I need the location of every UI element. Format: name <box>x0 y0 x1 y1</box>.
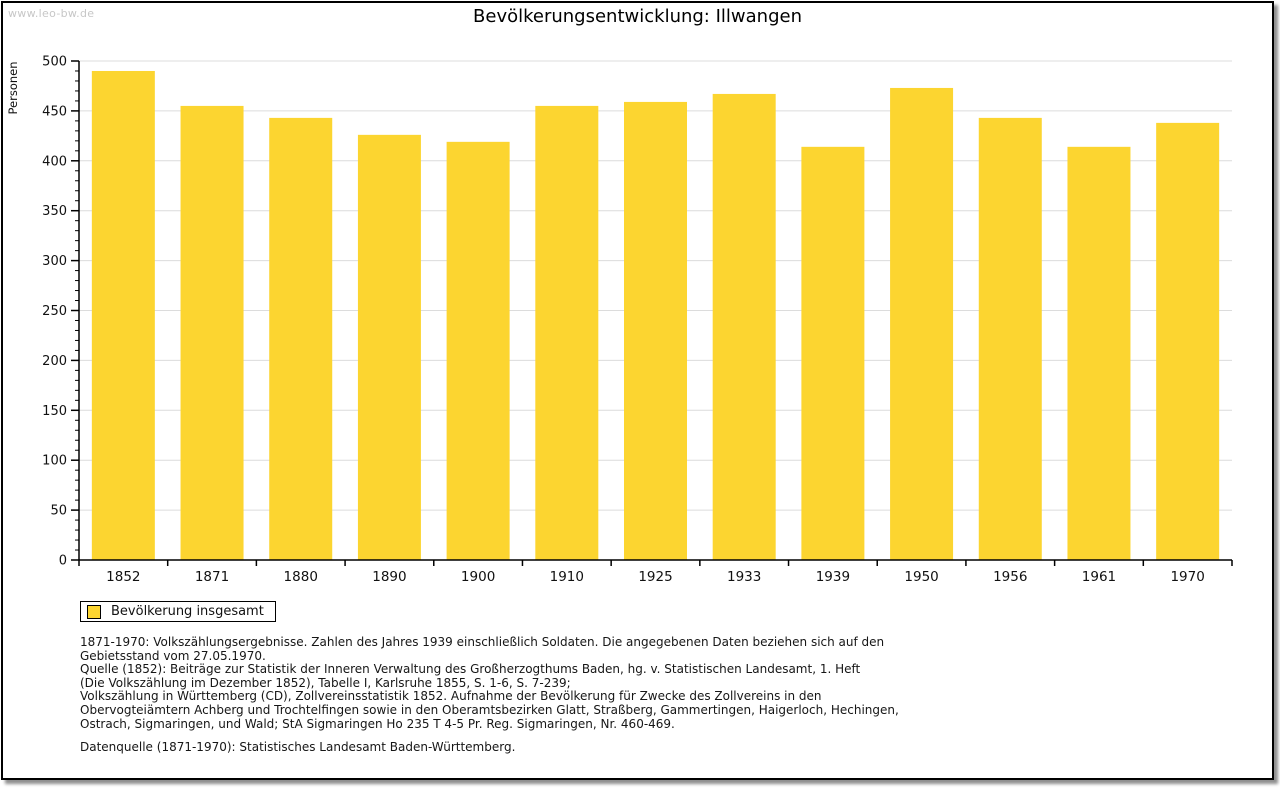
bar-1961 <box>1067 146 1131 560</box>
y-tick-label: 500 <box>42 55 67 70</box>
x-tick-label: 1910 <box>550 569 584 585</box>
y-axis-title: Personen <box>6 61 20 114</box>
y-tick-label: 400 <box>42 154 67 169</box>
bar-chart: 0 50 100 150 200 250 300 350 400 450 500 1852 1871 18… <box>6 55 1233 585</box>
x-tick-label: 1852 <box>106 569 140 585</box>
x-tick-label: 1939 <box>816 569 850 585</box>
y-tick-label: 100 <box>42 454 67 469</box>
x-tick-label: 1950 <box>904 569 938 585</box>
footnote-line: (Die Volkszählung im Dezember 1852), Tab… <box>80 675 571 690</box>
bar-1933 <box>712 93 776 561</box>
bar-1890 <box>357 134 421 561</box>
y-tick-label: 50 <box>50 504 67 519</box>
datasource-line: Datenquelle (1871-1970): Statistisches L… <box>80 740 516 755</box>
bar-1970 <box>1156 122 1220 560</box>
y-tick-label: 250 <box>42 304 67 319</box>
footnote-line: Gebietsstand vom 27.05.1970. <box>80 648 266 663</box>
bar-1925 <box>624 101 687 560</box>
x-tick-label: 1956 <box>993 569 1027 585</box>
legend: Bevölkerung insgesamt <box>80 601 276 622</box>
x-tick-label: 1871 <box>195 569 229 585</box>
footnote-line: Ostrach, Sigmaringen, und Wald; StA Sigm… <box>80 716 675 731</box>
y-tick-label: 150 <box>42 404 67 419</box>
legend-swatch <box>87 604 101 619</box>
bar-1939 <box>801 146 865 560</box>
y-tick-label: 350 <box>42 204 67 219</box>
x-tick-label: 1900 <box>461 569 495 585</box>
bar-1910 <box>535 105 599 560</box>
bar-1956 <box>978 117 1042 561</box>
bar-1900 <box>446 141 510 560</box>
x-tick-label: 1880 <box>284 569 318 585</box>
x-tick-label: 1961 <box>1082 569 1116 585</box>
y-tick-label: 300 <box>42 254 67 269</box>
chart-frame: www.leo-bw.de Bevölkerungsentwicklung: I… <box>1 1 1274 780</box>
footnote-line: Obervogteiämtern Achberg und Trochtelfin… <box>80 702 899 717</box>
y-tick-label: 450 <box>42 104 67 119</box>
footnote-line: 1871-1970: Volkszählungsergebnisse. Zahl… <box>80 635 885 649</box>
x-tick-label: 1925 <box>638 569 672 585</box>
footnotes: 1871-1970: Volkszählungsergebnisse. Zahl… <box>80 635 899 755</box>
bar-1880 <box>269 117 333 561</box>
bar-1871 <box>180 105 244 560</box>
bar-1852 <box>91 70 155 560</box>
x-tick-label: 1933 <box>727 569 761 585</box>
y-tick-label: 200 <box>42 354 67 369</box>
legend-label: Bevölkerung insgesamt <box>111 604 264 619</box>
footnote-line: Volkszählung in Württemberg (CD), Zollve… <box>80 689 822 704</box>
page-title: Bevölkerungsentwicklung: Illwangen <box>473 6 802 27</box>
x-tick-label: 1970 <box>1170 569 1204 585</box>
watermark: www.leo-bw.de <box>8 7 95 20</box>
y-tick-label: 0 <box>59 554 67 569</box>
x-tick-label: 1890 <box>372 569 406 585</box>
footnote-line: Quelle (1852): Beiträge zur Statistik de… <box>80 662 861 677</box>
bar-1950 <box>890 87 954 561</box>
